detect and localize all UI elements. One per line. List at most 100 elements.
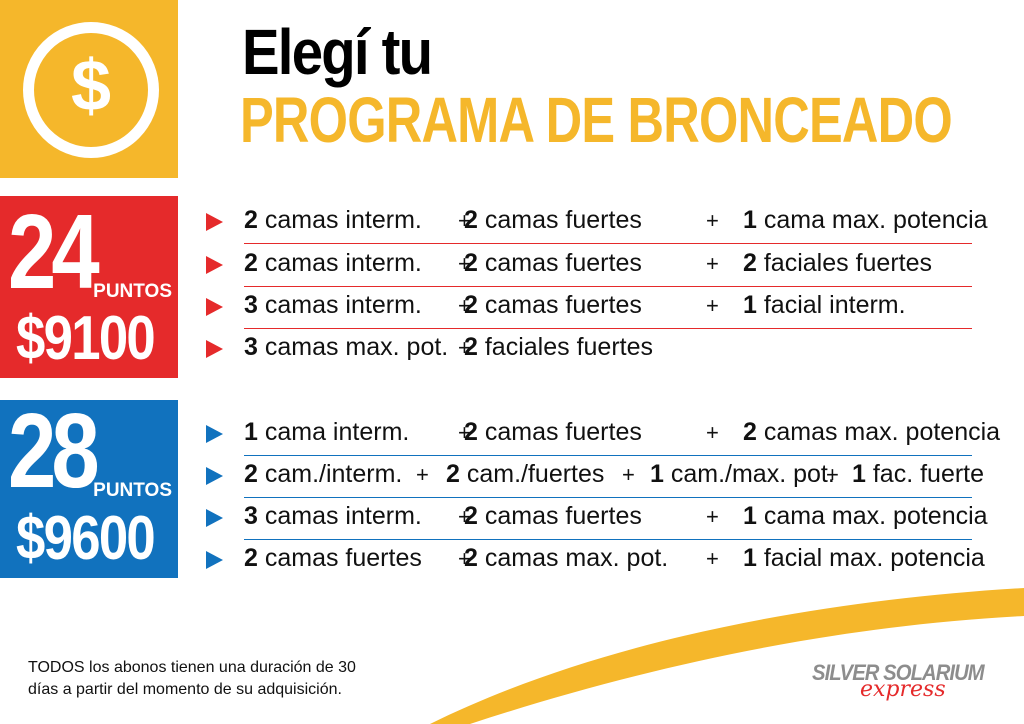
option-label: camas fuertes (477, 206, 642, 234)
option-item: 2 camas fuertes (464, 291, 642, 320)
row-divider (244, 455, 972, 456)
option-item: 2 camas fuertes (464, 502, 642, 531)
row-divider (244, 286, 972, 287)
footer-note: TODOS los abonos tienen una duración de … (28, 657, 356, 701)
option-label: facial interm. (756, 291, 906, 319)
option-quantity: 2 (464, 249, 478, 277)
plus-sign: + (458, 546, 471, 571)
option-label: facial max. potencia (756, 544, 985, 572)
brand-logo: SILVER SOLARIUM express (812, 660, 1002, 706)
option-item: 2 camas max. potencia (743, 418, 1000, 447)
option-row: 2 cam./interm. +2 cam./fuertes +1 cam./max… (206, 456, 984, 498)
plan-24-price-block: 24 PUNTOS $9100 (0, 196, 178, 378)
option-row: 1 cama interm. +2 camas fuertes +2 camas m… (206, 414, 1000, 456)
plan-points-label: PUNTOS (93, 480, 172, 501)
row-divider (244, 328, 972, 329)
plus-sign: + (458, 208, 471, 233)
option-item: 3 camas interm. (244, 502, 422, 531)
option-quantity: 1 (852, 460, 866, 488)
plus-sign: + (458, 293, 471, 318)
plus-sign: + (458, 335, 471, 360)
option-quantity: 2 (464, 206, 478, 234)
play-arrow-icon (206, 256, 223, 274)
play-arrow-icon (206, 425, 223, 443)
option-quantity: 2 (464, 418, 478, 446)
option-item: 2 camas max. pot. (464, 544, 668, 573)
option-item: 1 facial interm. (743, 291, 906, 320)
option-quantity: 2 (464, 291, 478, 319)
plan-points-label: PUNTOS (93, 281, 172, 302)
plus-sign: + (458, 504, 471, 529)
option-row: 2 camas interm. +2 camas fuertes +2 facial… (206, 245, 972, 287)
option-item: 2 cam./interm. (244, 460, 402, 489)
option-item: 2 camas fuertes (244, 544, 422, 573)
option-label: camas fuertes (477, 502, 642, 530)
option-item: 1 cam./max. pot. (650, 460, 835, 489)
option-row: 3 camas max. pot. +2 faciales fuertes (206, 329, 972, 369)
option-label: cam./interm. (257, 460, 403, 488)
option-item: 2 faciales fuertes (743, 249, 932, 278)
play-arrow-icon (206, 213, 223, 231)
option-row: 2 camas interm. +2 camas fuertes +1 cama m… (206, 202, 988, 244)
option-quantity: 2 (743, 418, 757, 446)
option-label: cam./max. pot. (663, 460, 835, 488)
play-arrow-icon (206, 467, 223, 485)
option-quantity: 1 (743, 291, 757, 319)
option-label: camas fuertes (257, 544, 422, 572)
play-arrow-icon (206, 340, 223, 358)
plan-price: $9600 (16, 504, 156, 573)
page-title: Elegí tu (242, 16, 433, 88)
option-quantity: 2 (464, 544, 478, 572)
option-label: cama max. potencia (756, 502, 988, 530)
option-row: 3 camas interm. +2 camas fuertes +1 facial… (206, 287, 972, 329)
option-label: camas fuertes (477, 418, 642, 446)
option-item: 3 camas interm. (244, 291, 422, 320)
plan-28-price-block: 28 PUNTOS $9600 (0, 392, 178, 578)
option-item: 1 facial max. potencia (743, 544, 985, 573)
plan-price: $9100 (16, 304, 156, 373)
play-arrow-icon (206, 509, 223, 527)
option-quantity: 1 (743, 502, 757, 530)
plus-sign: + (622, 462, 635, 487)
option-item: 1 fac. fuerte (852, 460, 984, 489)
footer-note-line1: TODOS los abonos tienen una duración de … (28, 659, 356, 676)
plus-sign: + (706, 208, 719, 233)
logo-text-top: SILVER SOLARIUM (812, 660, 985, 685)
footer-note-line2: días a partir del momento de su adquisic… (28, 681, 342, 698)
option-quantity: 3 (244, 502, 258, 530)
option-label: camas fuertes (477, 249, 642, 277)
dollar-symbol: $ (70, 46, 112, 126)
option-label: camas interm. (257, 502, 422, 530)
option-quantity: 3 (244, 291, 258, 319)
option-label: faciales fuertes (477, 333, 653, 361)
option-label: camas max. pot. (257, 333, 449, 361)
option-quantity: 1 (650, 460, 664, 488)
option-item: 2 camas interm. (244, 206, 422, 235)
option-quantity: 1 (743, 544, 757, 572)
option-item: 2 camas fuertes (464, 206, 642, 235)
option-label: camas interm. (257, 291, 422, 319)
option-quantity: 2 (464, 333, 478, 361)
option-label: camas max. pot. (477, 544, 669, 572)
row-divider (244, 243, 972, 244)
option-label: cama interm. (257, 418, 410, 446)
option-label: camas interm. (257, 249, 422, 277)
option-item: 2 camas interm. (244, 249, 422, 278)
option-quantity: 2 (244, 249, 258, 277)
plus-sign: + (826, 462, 839, 487)
option-quantity: 3 (244, 333, 258, 361)
plus-sign: + (706, 420, 719, 445)
plus-sign: + (706, 504, 719, 529)
option-label: cama max. potencia (756, 206, 988, 234)
option-quantity: 2 (244, 544, 258, 572)
option-item: 1 cama max. potencia (743, 206, 988, 235)
option-item: 2 cam./fuertes (446, 460, 604, 489)
option-quantity: 2 (464, 502, 478, 530)
option-row: 3 camas interm. +2 camas fuertes +1 cama m… (206, 498, 988, 540)
option-label: camas max. potencia (756, 418, 1001, 446)
option-quantity: 2 (446, 460, 460, 488)
page-subtitle: PROGRAMA DE BRONCEADO (240, 84, 953, 156)
option-item: 3 camas max. pot. (244, 333, 448, 362)
plan-points: 28 (8, 392, 100, 510)
